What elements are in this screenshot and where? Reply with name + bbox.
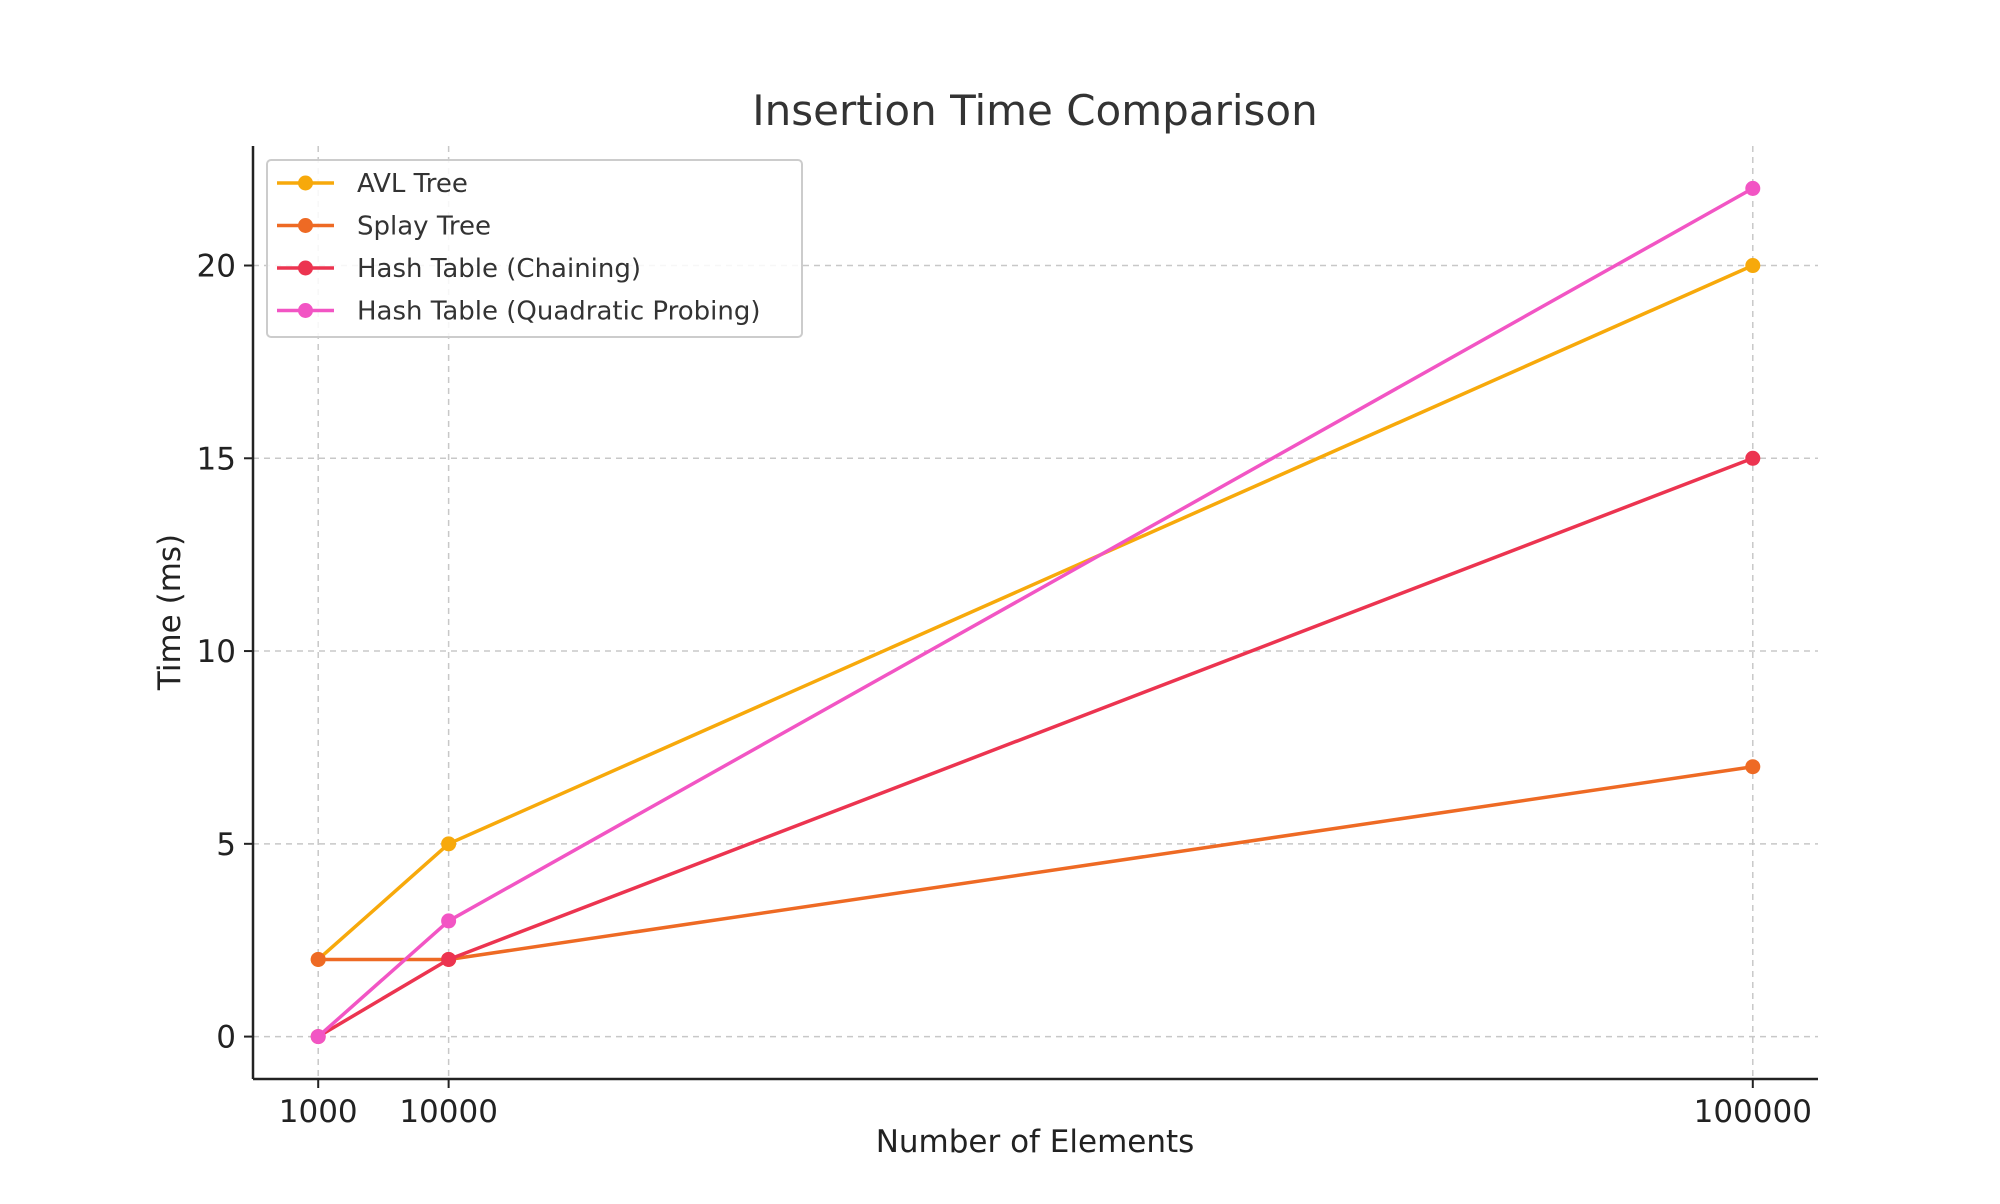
data-point <box>310 951 326 967</box>
data-point <box>1745 180 1761 196</box>
y-axis-label: Time (ms) <box>152 534 188 691</box>
y-tick-label: 10 <box>197 634 236 670</box>
y-tick-label: 15 <box>197 441 236 477</box>
y-tick-label: 5 <box>216 827 236 863</box>
series-1 <box>310 759 1761 967</box>
legend: AVL Tree Splay Tree Hash Table (Chaining) H… <box>266 159 803 338</box>
legend-label: Splay Tree <box>357 212 491 242</box>
data-point <box>1745 450 1761 466</box>
series-line <box>317 263 1754 961</box>
series-2 <box>310 450 1761 1045</box>
chart-title: Insertion Time Comparison <box>752 86 1317 135</box>
data-point <box>1745 759 1761 775</box>
legend-item: AVL Tree <box>277 169 468 199</box>
series-3 <box>310 180 1761 1045</box>
legend-item: Hash Table (Quadratic Probing) <box>277 297 761 327</box>
series-0 <box>310 258 1761 967</box>
x-tick-label: 100000 <box>1694 1094 1812 1130</box>
x-tick-label: 10000 <box>399 1094 498 1130</box>
legend-marker <box>298 218 313 233</box>
legend-marker <box>298 175 313 191</box>
axes <box>251 146 1818 1081</box>
data-point <box>1745 258 1761 274</box>
data-point <box>441 913 457 929</box>
y-tick-label: 0 <box>216 1020 236 1056</box>
legend-items: AVL Tree Splay Tree Hash Table (Chaining) H… <box>277 169 761 327</box>
legend-label: AVL Tree <box>357 169 468 199</box>
x-tick-label: 1000 <box>279 1094 358 1130</box>
legend-label: Hash Table (Quadratic Probing) <box>357 297 761 327</box>
x-axis-label: Number of Elements <box>876 1124 1195 1160</box>
series <box>310 180 1761 1045</box>
legend-box <box>266 159 803 338</box>
tick-labels: 0 5 10 15 20 1000 10000 100000 <box>197 249 1812 1130</box>
data-point <box>441 836 457 852</box>
series-line <box>318 764 1754 962</box>
y-tick-label: 20 <box>197 249 236 285</box>
series-line <box>317 456 1754 1039</box>
data-point <box>310 1029 326 1045</box>
legend-label: Hash Table (Chaining) <box>357 254 641 284</box>
data-point <box>441 951 457 967</box>
legend-item: Splay Tree <box>277 212 491 242</box>
legend-item: Hash Table (Chaining) <box>277 254 641 284</box>
legend-marker <box>298 303 313 318</box>
legend-marker <box>298 260 313 276</box>
